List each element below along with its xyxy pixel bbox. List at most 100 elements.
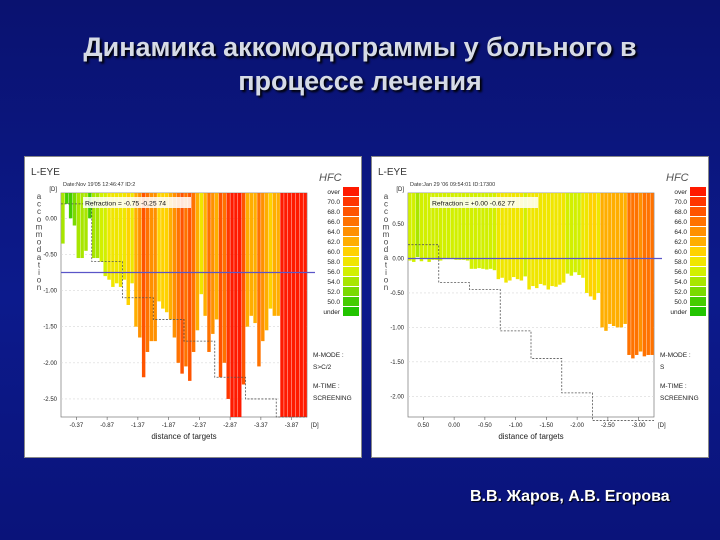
data-bar (581, 193, 585, 278)
data-bar (157, 193, 161, 302)
data-bar (276, 193, 280, 316)
data-bar (646, 193, 650, 355)
data-bar (261, 193, 265, 342)
legend-swatch (343, 267, 359, 276)
y-axis-label-letter: t (385, 260, 388, 269)
accommodogram-chart-before: L-EYE HFC Date:Nov 19'05 12:46:47 ID:2 -2.5… (31, 167, 359, 441)
y-tick-label: 0.50 (392, 222, 404, 228)
data-bar (172, 193, 177, 338)
y-axis-label-letter: m (36, 222, 43, 231)
data-bar (268, 193, 273, 309)
refraction-text: Refraction = +0.00 -0.62 77 (432, 201, 515, 208)
data-bar (211, 193, 215, 334)
legend-label: 66.0 (327, 219, 340, 226)
date-text: Date:Jan 29 '06 09:54:01 ID:17300 (410, 182, 495, 188)
data-bar (523, 193, 527, 277)
y-unit-label: [D] (396, 187, 404, 193)
data-bar (500, 193, 504, 278)
data-bar (573, 193, 577, 273)
data-bar (126, 193, 130, 305)
data-bar (80, 193, 84, 259)
y-tick-label: -2.50 (43, 397, 57, 403)
y-axis-label-letter: i (385, 268, 387, 277)
data-bar (149, 193, 154, 342)
x-tick-label: -3.37 (254, 423, 268, 429)
data-bar (249, 193, 253, 316)
legend-label: 64.0 (327, 229, 340, 236)
data-bar (188, 193, 192, 381)
y-tick-label: -0.50 (390, 291, 404, 297)
data-bar (431, 193, 435, 260)
slide-title-line-1: Динамика аккомодограммы у больного в (83, 32, 637, 62)
eye-label: L-EYE (378, 167, 407, 178)
data-bar (214, 193, 219, 320)
y-axis-label-letter: d (37, 245, 41, 254)
mode-value: S (660, 364, 665, 371)
data-bar (473, 193, 477, 269)
mode-label: M-MODE : (660, 352, 691, 359)
data-bar (415, 193, 420, 258)
data-bar (95, 193, 100, 259)
data-bar (481, 193, 485, 269)
refraction-box (430, 197, 538, 208)
mode-value: S>C/2 (313, 364, 332, 371)
legend-swatch (343, 187, 359, 196)
data-bar (446, 193, 451, 260)
data-bar (596, 193, 600, 293)
y-axis-label-letter: o (37, 238, 42, 247)
data-bar (542, 193, 547, 286)
slide-title: Динамика аккомодограммы у больного в про… (0, 30, 720, 98)
x-tick-label: -1.50 (540, 423, 554, 429)
x-tick-label: -0.87 (100, 423, 114, 429)
data-bar (600, 193, 604, 328)
authors: В.В. Жаров, А.В. Егорова (470, 488, 670, 505)
target-staircase (408, 244, 654, 421)
data-bar (634, 193, 639, 355)
data-bar (199, 193, 204, 295)
y-axis-label-letter: n (384, 283, 388, 292)
legend-swatch (343, 217, 359, 226)
legend-label: 70.0 (674, 199, 687, 206)
data-bar (253, 193, 257, 324)
data-bar (511, 193, 516, 278)
legend-swatch (690, 267, 706, 276)
data-bar (245, 193, 250, 327)
data-bar (492, 193, 497, 271)
x-tick-label: -2.87 (223, 423, 237, 429)
y-axis-label-letter: i (38, 268, 40, 277)
data-bar (115, 193, 119, 284)
y-axis-label-letter: a (384, 192, 389, 201)
legend-swatch (343, 207, 359, 216)
legend-swatch (343, 257, 359, 266)
data-bar (180, 193, 184, 374)
data-bar (454, 193, 458, 260)
data-bar (565, 193, 570, 274)
data-bar (619, 193, 624, 328)
data-bar (569, 193, 574, 276)
mode-label: M-MODE : (313, 352, 344, 359)
data-bar (91, 193, 96, 259)
data-bar (604, 193, 608, 331)
data-bar (76, 193, 81, 259)
y-unit-label: [D] (49, 187, 57, 193)
legend-label: 52.0 (327, 289, 340, 296)
data-bar (284, 193, 288, 417)
y-axis-label-letter: c (384, 200, 388, 209)
data-bar (153, 193, 157, 342)
legend-swatch (690, 197, 706, 206)
data-bar (615, 193, 620, 328)
legend-swatch (690, 287, 706, 296)
x-tick-label: -2.00 (570, 423, 584, 429)
data-bar (458, 193, 462, 260)
x-tick-label: 0.00 (448, 423, 460, 429)
x-tick-label: -2.37 (193, 423, 207, 429)
data-bar (535, 193, 539, 289)
data-bar (65, 193, 69, 204)
legend-swatch (343, 297, 359, 306)
legend-label: 50.0 (327, 299, 340, 306)
y-tick-label: -0.50 (43, 252, 57, 258)
legend-label: 56.0 (674, 269, 687, 276)
data-bar (477, 193, 481, 269)
y-axis-label-letter: o (37, 215, 42, 224)
accommodogram-panel-after: L-EYE HFC Date:Jan 29 '06 09:54:01 ID:1730… (371, 156, 709, 458)
